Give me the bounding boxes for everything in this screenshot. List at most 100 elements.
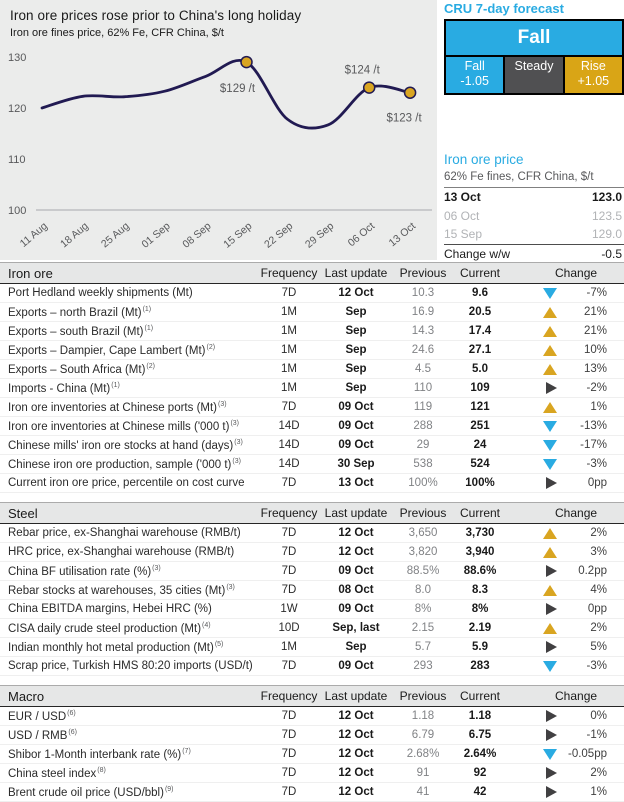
row-last-update: Sep (345, 641, 367, 653)
row-last-update: Sep (345, 325, 367, 337)
row-last-update: 30 Sep (337, 458, 375, 470)
row-change-value: 0.2pp (578, 565, 607, 577)
row-label: Iron ore inventories at Chinese mills ('… (8, 419, 239, 433)
row-frequency: 1W (280, 603, 298, 615)
row-change-value: 0% (590, 710, 607, 722)
row-label: China BF utilisation rate (%)(3) (8, 564, 161, 578)
forecast-cell-label: Rise (580, 59, 606, 73)
row-frequency: 7D (281, 401, 297, 413)
arrow-down-icon (543, 287, 557, 299)
arrow-right-icon (546, 641, 557, 653)
arrow-up-icon (543, 622, 557, 634)
row-change: 0.2pp (508, 565, 624, 577)
row-change-value: -3% (586, 458, 607, 470)
row-current: 5.0 (472, 363, 488, 375)
row-previous: 10.3 (411, 287, 435, 299)
row-change: 2% (508, 622, 624, 634)
row-change: -13% (508, 420, 624, 432)
row-current: 20.5 (468, 306, 492, 318)
row-last-update: 09 Oct (338, 603, 374, 615)
row-change-value: 5% (590, 641, 607, 653)
row-change-value: 13% (583, 363, 607, 375)
row-change: 4% (508, 584, 624, 596)
column-header: Last update (324, 689, 388, 703)
price-marker-label: $123 /t (387, 113, 423, 125)
forecast-cell-steady: Steady (505, 57, 563, 93)
row-previous: 14.3 (411, 325, 435, 337)
iron-ore-chart: Iron ore prices rose prior to China's lo… (0, 0, 437, 260)
column-header: Previous (399, 506, 447, 520)
row-change-value: 1% (590, 786, 607, 798)
arrow-down-icon (543, 439, 557, 451)
row-change: 21% (508, 306, 624, 318)
row-previous: 8% (414, 603, 432, 615)
row-current: 524 (470, 458, 490, 470)
section-title: Steel (8, 505, 38, 521)
forecast-cell-value: +1.05 (577, 74, 610, 88)
row-change-value: -17% (580, 439, 607, 451)
row-current: 121 (470, 401, 490, 413)
row-label: Indian monthly hot metal production (Mt)… (8, 640, 224, 654)
row-current: 6.75 (468, 729, 492, 741)
row-change: 13% (508, 363, 624, 375)
x-tick-label: 15 Sep (221, 220, 254, 251)
table-row: Exports – South Africa (Mt)(2) 1M Sep 4.5 5.… (0, 360, 624, 379)
table-row: Shibor 1-Month interbank rate (%)(7) 7D 12… (0, 745, 624, 764)
row-last-update: Sep, last (332, 622, 380, 634)
x-tick-label: 22 Sep (262, 220, 295, 251)
table-row: Chinese iron ore production, sample ('00… (0, 455, 624, 474)
x-tick-label: 25 Aug (99, 220, 132, 250)
row-frequency: 1M (281, 344, 297, 356)
row-label: Chinese iron ore production, sample ('00… (8, 457, 241, 471)
forecast-cell-fall: Fall -1.05 (446, 57, 504, 93)
row-frequency: 1M (281, 641, 297, 653)
row-current: 92 (473, 767, 487, 779)
x-tick-label: 06 Oct (346, 220, 377, 249)
row-change: 1% (508, 401, 624, 413)
price-marker (362, 81, 376, 94)
row-last-update: Sep (345, 344, 367, 356)
row-change: 3% (508, 546, 624, 558)
row-current: 5.9 (472, 641, 488, 653)
section-macro: Macro Frequency Last update Previous Current… (0, 685, 624, 802)
row-frequency: 7D (281, 786, 297, 798)
row-frequency: 7D (281, 660, 297, 672)
row-current: 2.64% (463, 748, 497, 760)
row-previous: 293 (413, 660, 433, 672)
price-summary-date: 06 Oct (444, 208, 480, 223)
row-change: -0.05pp (508, 748, 624, 760)
row-last-update: 08 Oct (338, 584, 374, 596)
row-change: -2% (508, 382, 624, 394)
forecast-cell-label: Steady (514, 59, 554, 73)
row-change: 10% (508, 344, 624, 356)
row-last-update: 12 Oct (338, 767, 374, 779)
row-frequency: 7D (281, 565, 297, 577)
table-row: Iron ore inventories at Chinese mills ('… (0, 417, 624, 436)
price-marker-label: $124 /t (345, 65, 381, 77)
data-tables: Iron ore Frequency Last update Previous Curr… (0, 262, 624, 802)
table-row: China steel index(8) 7D 12 Oct 91 92 2% (0, 764, 624, 783)
chart-title: Iron ore prices rose prior to China's lo… (10, 8, 302, 23)
row-change-value: 0pp (587, 477, 607, 489)
price-summary-row: Change w/w -0.5 (444, 243, 624, 264)
arrow-right-icon (546, 603, 557, 615)
y-tick-label: 100 (8, 205, 26, 217)
column-header: Frequency (260, 689, 318, 703)
column-header: Change (555, 689, 598, 703)
row-previous: 8.0 (415, 584, 431, 596)
row-change: -17% (508, 439, 624, 451)
arrow-up-icon (543, 344, 557, 356)
forecast-main-label: Fall (446, 21, 622, 55)
forecast-cells: Fall -1.05 Steady Rise +1.05 (446, 57, 622, 93)
x-tick-label: 18 Aug (58, 220, 91, 250)
table-row: Brent crude oil price (USD/bbl)(9) 7D 12 O… (0, 783, 624, 802)
row-previous: 100% (408, 477, 438, 489)
row-change: 0pp (508, 477, 624, 489)
row-last-update: 12 Oct (338, 710, 374, 722)
row-current: 251 (470, 420, 490, 432)
column-header: Previous (399, 266, 447, 280)
y-tick-label: 130 (8, 52, 26, 64)
row-current: 17.4 (468, 325, 492, 337)
row-frequency: 14D (278, 458, 300, 470)
table-row: Chinese mills' iron ore stocks at hand (… (0, 436, 624, 455)
